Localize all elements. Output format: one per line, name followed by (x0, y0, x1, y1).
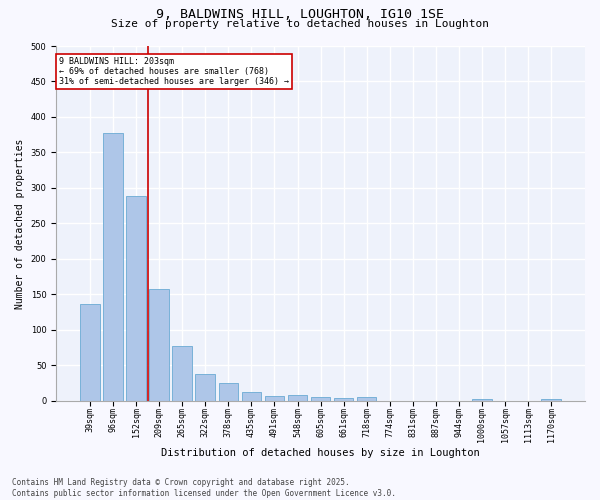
Bar (218, 383, 238, 400)
X-axis label: Distribution of detached houses by size in Loughton: Distribution of detached houses by size … (161, 448, 480, 458)
Bar (196, 374, 215, 400)
Bar (242, 392, 261, 400)
Text: 9, BALDWINS HILL, LOUGHTON, IG10 1SE: 9, BALDWINS HILL, LOUGHTON, IG10 1SE (156, 8, 444, 20)
Bar (541, 398, 561, 400)
Bar (172, 346, 192, 401)
Bar (265, 396, 284, 400)
Bar (149, 288, 169, 401)
Bar (472, 398, 492, 400)
Bar (127, 196, 146, 400)
Text: Contains HM Land Registry data © Crown copyright and database right 2025.
Contai: Contains HM Land Registry data © Crown c… (12, 478, 396, 498)
Y-axis label: Number of detached properties: Number of detached properties (15, 138, 25, 308)
Text: 9 BALDWINS HILL: 203sqm
← 69% of detached houses are smaller (768)
31% of semi-d: 9 BALDWINS HILL: 203sqm ← 69% of detache… (59, 56, 289, 86)
Bar (334, 398, 353, 400)
Bar (288, 395, 307, 400)
Bar (103, 134, 123, 400)
Bar (357, 397, 376, 400)
Bar (80, 304, 100, 400)
Text: Size of property relative to detached houses in Loughton: Size of property relative to detached ho… (111, 19, 489, 29)
Bar (311, 397, 331, 400)
